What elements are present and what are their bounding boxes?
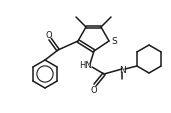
Text: O: O (91, 86, 97, 95)
Text: HN: HN (80, 61, 92, 70)
Text: O: O (46, 30, 52, 39)
Text: N: N (120, 66, 126, 75)
Text: S: S (111, 37, 117, 46)
